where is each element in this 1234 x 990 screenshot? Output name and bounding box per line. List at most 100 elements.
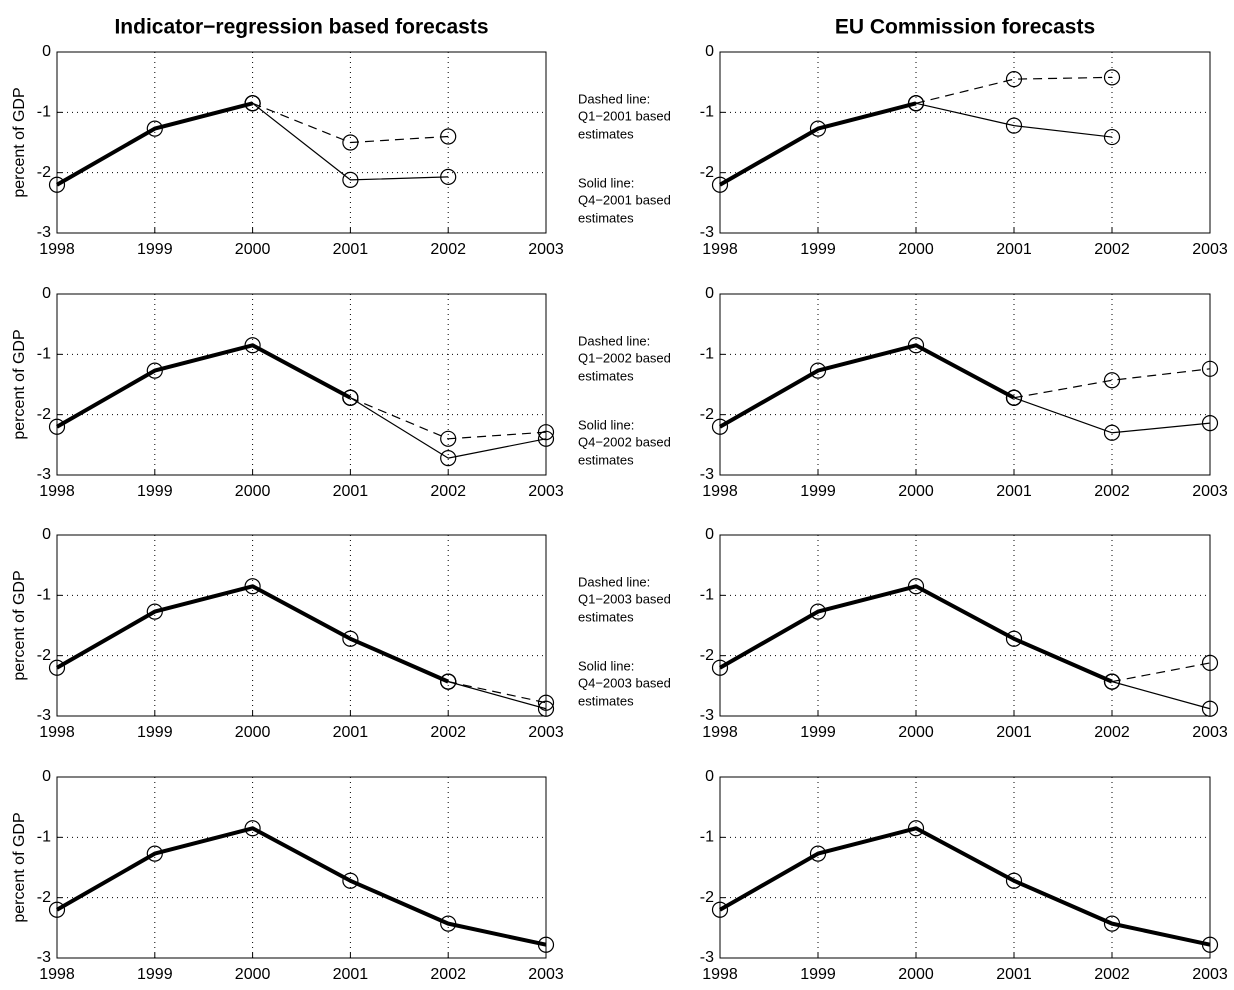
x-tick-label: 2001 bbox=[996, 241, 1032, 258]
series-line bbox=[56, 826, 547, 947]
annotation: estimates bbox=[578, 368, 634, 383]
x-tick-label: 2002 bbox=[430, 724, 466, 741]
annotation: Dashed line: bbox=[578, 574, 650, 589]
annotation: Dashed line: bbox=[578, 91, 650, 106]
series-line bbox=[448, 681, 547, 710]
x-tick-label: 1999 bbox=[800, 483, 836, 500]
y-tick-label: -2 bbox=[37, 889, 51, 906]
x-tick-label: 1998 bbox=[702, 241, 738, 258]
marker bbox=[244, 820, 261, 837]
y-tick-label: 0 bbox=[705, 526, 714, 543]
x-tick-label: 2002 bbox=[430, 241, 466, 258]
marker bbox=[342, 134, 359, 151]
marker bbox=[1201, 360, 1219, 377]
y-tick-label: 0 bbox=[42, 285, 51, 302]
series-line bbox=[915, 76, 1113, 104]
x-tick-label: 2000 bbox=[898, 241, 934, 258]
x-tick-label: 2003 bbox=[528, 966, 564, 983]
x-tick-label: 2001 bbox=[996, 966, 1032, 983]
x-tick-label: 2003 bbox=[1192, 966, 1228, 983]
marker bbox=[440, 450, 457, 467]
series-line bbox=[719, 584, 1113, 684]
x-tick-label: 2003 bbox=[1192, 724, 1228, 741]
y-tick-label: -2 bbox=[700, 406, 714, 423]
marker bbox=[711, 659, 729, 676]
marker bbox=[342, 872, 359, 889]
marker bbox=[537, 694, 555, 711]
marker bbox=[342, 389, 359, 406]
marker bbox=[907, 95, 925, 112]
marker bbox=[711, 176, 729, 193]
marker bbox=[1103, 673, 1121, 690]
y-tick-label: -2 bbox=[37, 164, 51, 181]
marker bbox=[1005, 872, 1023, 889]
y-axis-label: percent of GDP bbox=[11, 329, 28, 439]
marker bbox=[907, 578, 925, 595]
x-tick-label: 1998 bbox=[702, 724, 738, 741]
y-tick-label: -3 bbox=[700, 949, 714, 966]
y-tick-label: -3 bbox=[700, 707, 714, 724]
annotation: Solid line: bbox=[578, 175, 634, 190]
y-tick-label: 0 bbox=[705, 768, 714, 785]
x-tick-label: 2001 bbox=[996, 724, 1032, 741]
series-line bbox=[252, 102, 449, 144]
marker bbox=[48, 418, 66, 435]
y-tick-label: -2 bbox=[700, 647, 714, 664]
x-tick-label: 2003 bbox=[528, 241, 564, 258]
y-axis-label: percent of GDP bbox=[11, 812, 28, 922]
x-tick-label: 2001 bbox=[333, 483, 369, 500]
marker bbox=[809, 845, 827, 862]
x-tick-label: 2002 bbox=[1094, 966, 1130, 983]
x-tick-label: 2000 bbox=[235, 966, 271, 983]
annotation: Q4−2002 based bbox=[578, 434, 671, 449]
plot-frame bbox=[719, 293, 1211, 476]
x-tick-label: 1998 bbox=[39, 966, 75, 983]
x-tick-label: 2001 bbox=[333, 241, 369, 258]
marker bbox=[342, 171, 359, 189]
y-tick-label: -3 bbox=[37, 466, 51, 483]
x-tick-label: 2000 bbox=[235, 483, 271, 500]
marker bbox=[1201, 654, 1219, 672]
x-tick-label: 2000 bbox=[898, 966, 934, 983]
y-tick-label: -1 bbox=[700, 829, 714, 846]
series-line bbox=[56, 343, 352, 429]
marker bbox=[1103, 424, 1121, 441]
y-tick-label: -2 bbox=[37, 647, 51, 664]
y-tick-label: -1 bbox=[700, 587, 714, 604]
marker bbox=[146, 362, 163, 379]
x-tick-label: 2002 bbox=[430, 483, 466, 500]
x-tick-label: 2002 bbox=[1094, 241, 1130, 258]
marker bbox=[711, 418, 729, 435]
x-tick-label: 1998 bbox=[39, 724, 75, 741]
annotation: Q1−2003 based bbox=[578, 591, 671, 606]
y-tick-label: -2 bbox=[700, 164, 714, 181]
marker bbox=[146, 845, 163, 862]
series-line bbox=[915, 102, 1113, 138]
series-line bbox=[350, 397, 547, 440]
marker bbox=[1103, 69, 1121, 86]
series-line bbox=[1013, 397, 1211, 434]
annotation: Q1−2002 based bbox=[578, 350, 671, 365]
y-tick-label: -3 bbox=[700, 224, 714, 241]
y-tick-label: -1 bbox=[37, 829, 51, 846]
marker bbox=[1201, 700, 1219, 717]
annotation: estimates bbox=[578, 210, 634, 225]
y-tick-label: -1 bbox=[700, 104, 714, 121]
y-tick-label: -3 bbox=[37, 224, 51, 241]
marker bbox=[1201, 415, 1219, 432]
chart-title: Indicator−regression based forecasts bbox=[114, 16, 488, 39]
y-tick-label: 0 bbox=[705, 285, 714, 302]
marker bbox=[809, 603, 827, 620]
annotation: Q4−2003 based bbox=[578, 675, 671, 690]
y-tick-label: 0 bbox=[42, 43, 51, 60]
marker bbox=[1005, 389, 1023, 406]
marker bbox=[48, 176, 66, 193]
series-line bbox=[719, 343, 1015, 429]
x-tick-label: 2003 bbox=[528, 483, 564, 500]
marker bbox=[711, 901, 729, 918]
marker bbox=[1103, 915, 1121, 932]
annotation: Q1−2001 based bbox=[578, 108, 671, 123]
series-line bbox=[1111, 681, 1211, 710]
marker bbox=[1103, 372, 1121, 389]
y-tick-label: -2 bbox=[37, 406, 51, 423]
